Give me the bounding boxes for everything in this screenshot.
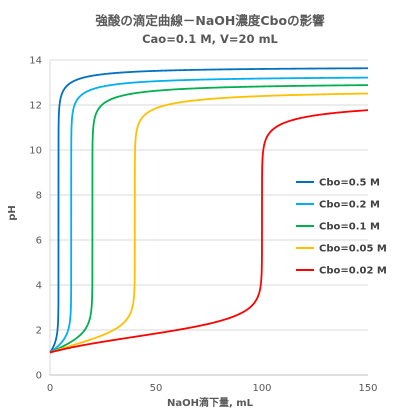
x-tick-label: 0 bbox=[47, 383, 53, 394]
series-line-cbo-0-1-m bbox=[49, 84, 369, 354]
x-tick-label: 150 bbox=[358, 383, 377, 394]
chart-title: 強酸の滴定曲線－NaOH濃度Cboの影響 bbox=[95, 13, 325, 28]
y-tick-label: 14 bbox=[29, 56, 42, 67]
series-line-cbo-0-5-m bbox=[49, 67, 368, 354]
chart-subtitle: Cao=0.1 M, V=20 mL bbox=[142, 32, 278, 46]
y-axis-label: pH bbox=[7, 205, 18, 221]
legend-label: Cbo=0.1 M bbox=[319, 222, 380, 233]
y-tick-label: 4 bbox=[36, 281, 42, 292]
series-line-cbo-0-05-m bbox=[49, 92, 369, 354]
y-tick-label: 2 bbox=[36, 326, 42, 337]
y-tick-label: 6 bbox=[36, 236, 42, 247]
legend-label: Cbo=0.5 M bbox=[319, 178, 380, 189]
x-axis-label: NaOH滴下量, mL bbox=[167, 396, 254, 409]
legend-label: Cbo=0.02 M bbox=[319, 266, 387, 277]
y-tick-label: 12 bbox=[29, 101, 42, 112]
x-tick-label: 100 bbox=[252, 383, 271, 394]
series-line-cbo-0-2-m bbox=[49, 76, 369, 354]
y-tick-label: 8 bbox=[36, 191, 42, 202]
x-tick-label: 50 bbox=[150, 383, 163, 394]
series-lines bbox=[49, 67, 369, 354]
legend-label: Cbo=0.2 M bbox=[319, 200, 380, 211]
legend: Cbo=0.5 M Cbo=0.2 M Cbo=0.1 M Cbo=0.05 M Cbo… bbox=[296, 178, 387, 277]
series-line-cbo-0-02-m bbox=[49, 109, 369, 354]
y-tick-label: 10 bbox=[29, 146, 42, 157]
y-tick-label: 0 bbox=[36, 371, 42, 382]
axes: 0 2 4 6 8 10 12 14 0 50 100 150 bbox=[29, 56, 377, 395]
grid-lines bbox=[50, 59, 368, 376]
legend-label: Cbo=0.05 M bbox=[319, 244, 387, 255]
